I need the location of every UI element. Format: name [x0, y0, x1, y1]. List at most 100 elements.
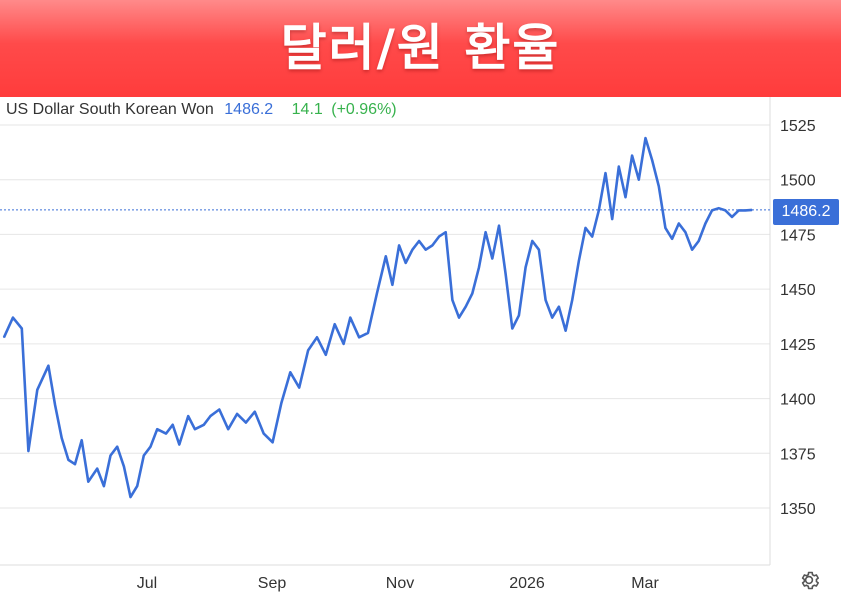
data-point — [87, 480, 90, 483]
data-point — [518, 314, 520, 317]
data-point — [271, 441, 274, 444]
data-point — [203, 424, 205, 426]
data-point — [564, 329, 567, 332]
data-point — [531, 240, 534, 242]
data-point — [325, 354, 327, 356]
data-point — [236, 413, 238, 415]
y-tick-label: 1450 — [780, 282, 816, 299]
x-tick-label: 2026 — [509, 575, 545, 592]
data-point — [591, 235, 593, 238]
data-point — [744, 209, 747, 212]
data-point — [171, 424, 174, 426]
data-point — [678, 222, 680, 225]
data-point — [96, 467, 98, 470]
data-point — [27, 450, 30, 452]
y-tick-label: 1475 — [780, 227, 816, 244]
chart-grid — [0, 97, 771, 566]
y-tick-label: 1375 — [780, 446, 816, 463]
data-point — [524, 266, 527, 269]
data-point — [67, 459, 70, 461]
y-tick-label: 1500 — [780, 173, 816, 190]
data-point — [471, 292, 474, 295]
data-point — [194, 428, 196, 431]
data-point — [54, 404, 56, 406]
data-point — [116, 445, 118, 448]
data-point — [143, 454, 145, 457]
data-point — [165, 432, 167, 435]
data-point — [391, 284, 394, 286]
data-point — [651, 159, 653, 161]
data-point — [611, 218, 613, 220]
data-point — [254, 410, 256, 413]
data-point — [478, 266, 480, 269]
data-point — [644, 137, 647, 139]
data-point — [424, 248, 427, 251]
exchange-rate-line — [2, 136, 753, 499]
data-point — [178, 443, 181, 446]
data-point — [598, 209, 600, 212]
last-price: 1486.2 — [224, 101, 274, 118]
price-change: 14.1 — [291, 101, 323, 118]
price-change-percent: (+0.96%) — [331, 101, 397, 118]
data-point — [36, 389, 39, 391]
data-point — [47, 364, 50, 367]
data-point — [484, 231, 487, 233]
data-point — [671, 238, 673, 240]
data-point — [411, 248, 414, 251]
data-point — [498, 224, 500, 227]
data-point — [21, 327, 23, 330]
banner-title: 달러/원 환율 — [280, 19, 561, 77]
data-point — [724, 209, 727, 212]
data-point — [123, 465, 125, 468]
line-chart[interactable]: 1350 1375 1400 1425 1450 1475 1500 1525 Jul Sep N… — [0, 97, 841, 595]
data-point — [438, 235, 440, 238]
data-point — [458, 316, 460, 319]
data-point — [307, 349, 309, 352]
data-points — [3, 137, 753, 498]
data-point — [136, 485, 138, 487]
y-tick-label: 1425 — [780, 337, 816, 354]
data-point — [3, 336, 5, 339]
data-point — [129, 496, 132, 498]
data-point — [367, 332, 369, 334]
data-point — [737, 209, 740, 212]
data-point — [504, 273, 507, 275]
instrument-name: US Dollar South Korean Won — [6, 101, 214, 118]
data-point — [358, 336, 360, 339]
x-tick-label: Nov — [386, 575, 414, 592]
data-point — [704, 222, 707, 225]
data-point — [289, 371, 292, 374]
title-banner: 달러/원 환율 — [0, 0, 841, 97]
data-point — [538, 248, 540, 251]
data-point — [684, 231, 687, 233]
y-tick-label: 1350 — [780, 501, 816, 518]
data-point — [631, 154, 633, 157]
x-axis-ticks: Jul Sep Nov 2026 Mar — [137, 575, 660, 592]
data-point — [60, 437, 63, 439]
gear-icon[interactable] — [797, 568, 821, 592]
data-point — [376, 292, 378, 295]
data-point — [551, 316, 553, 319]
last-price-tag: 1486.2 — [773, 199, 839, 225]
data-point — [717, 207, 720, 209]
data-point — [398, 244, 400, 247]
y-tick-label: 1525 — [780, 118, 816, 135]
data-point — [156, 428, 158, 431]
data-point — [227, 428, 229, 431]
data-point — [578, 259, 580, 262]
data-point — [12, 316, 14, 319]
data-point — [298, 386, 301, 389]
data-point — [571, 299, 573, 301]
data-point — [544, 299, 547, 301]
data-point — [604, 172, 607, 174]
x-tick-label: Sep — [258, 575, 287, 592]
data-point — [103, 485, 105, 487]
data-point — [697, 240, 700, 242]
y-axis-ticks: 1350 1375 1400 1425 1450 1475 1500 1525 — [780, 118, 816, 518]
data-point — [558, 305, 560, 308]
data-point — [451, 299, 454, 301]
instrument-header: US Dollar South Korean Won 1486.2 14.1 (… — [6, 99, 397, 121]
data-point — [109, 454, 112, 457]
data-point — [80, 439, 83, 442]
data-point — [464, 305, 467, 308]
